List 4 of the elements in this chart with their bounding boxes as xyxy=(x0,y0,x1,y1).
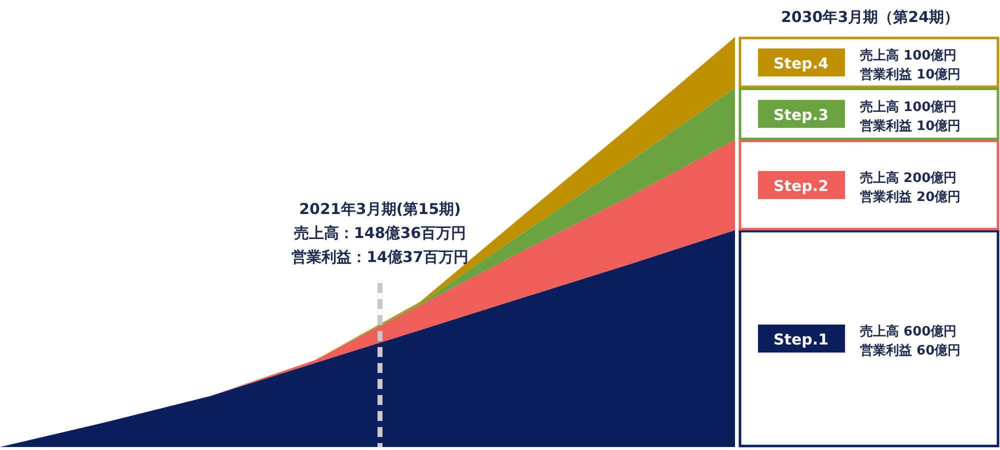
annotation: 営業利益：14億37百万円 xyxy=(292,248,468,266)
annotation: 2021年3月期(第15期) xyxy=(299,200,461,218)
text: 2030年3月期（第24期） xyxy=(780,8,960,26)
annotation: 売上高：148億36百万円 xyxy=(294,224,466,242)
